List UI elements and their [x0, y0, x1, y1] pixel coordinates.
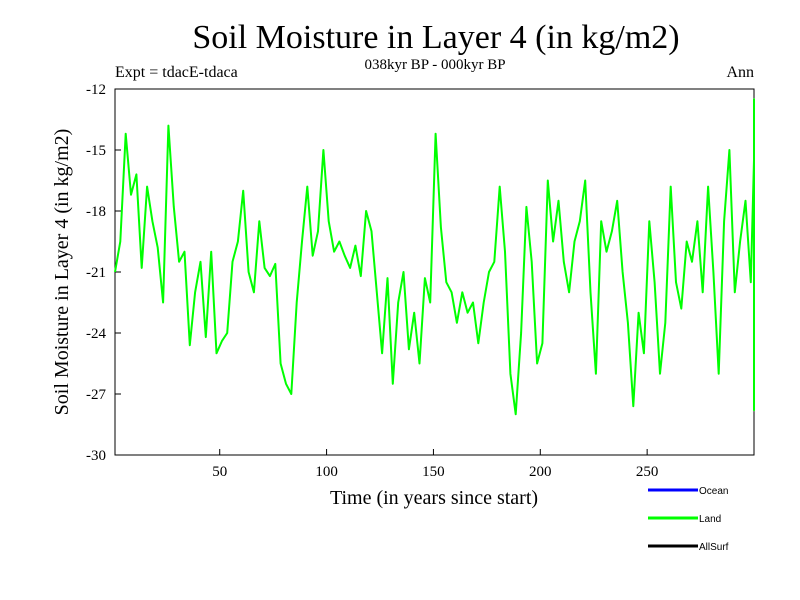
chart-title: Soil Moisture in Layer 4 (in kg/m2) — [192, 19, 679, 56]
y-tick-label: -12 — [86, 82, 106, 98]
legend: Ocean Land AllSurf — [648, 486, 729, 553]
legend-label-ocean: Ocean — [699, 486, 728, 497]
y-tick-label: -30 — [86, 448, 106, 464]
expt-label: Expt = tdacE-tdaca — [115, 64, 238, 81]
legend-label-land: Land — [699, 514, 721, 525]
y-tick-label: -27 — [86, 387, 106, 403]
x-tick-label: 150 — [422, 464, 445, 480]
x-tick-label: 200 — [529, 464, 552, 480]
y-axis-ticks: -12 -15 -18 -21 -24 -27 -30 — [86, 82, 121, 464]
legend-label-allsurf: AllSurf — [699, 542, 729, 553]
x-tick-label: 250 — [636, 464, 659, 480]
season-label: Ann — [726, 64, 754, 81]
y-tick-label: -21 — [86, 265, 106, 281]
y-tick-label: -24 — [86, 326, 106, 342]
series-line-land — [114, 98, 755, 416]
chart-subtitle: 038kyr BP - 000kyr BP — [364, 57, 505, 73]
y-tick-label: -18 — [86, 204, 106, 220]
x-tick-label: 50 — [212, 464, 227, 480]
y-tick-label: -15 — [86, 143, 106, 159]
x-axis-ticks: 50 100 150 200 250 — [212, 449, 658, 480]
x-axis-label: Time (in years since start) — [330, 487, 538, 509]
x-tick-label: 100 — [315, 464, 338, 480]
y-axis-label: Soil Moisture in Layer 4 (in kg/m2) — [51, 129, 73, 416]
